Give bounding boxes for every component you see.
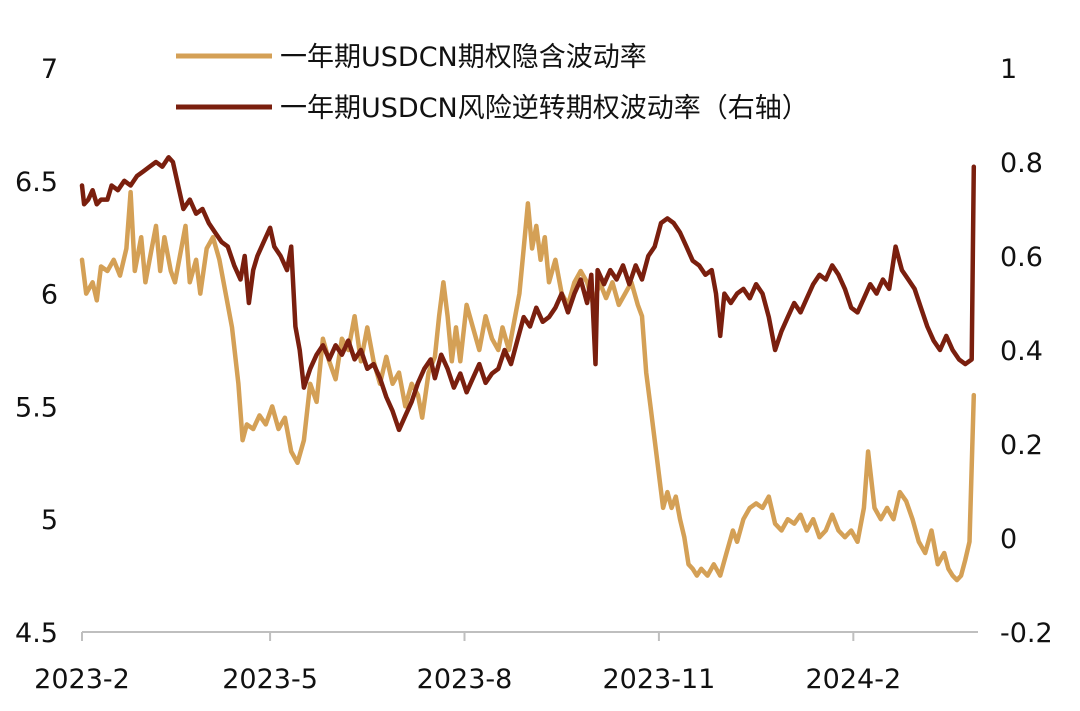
x-tick-label: 2023-11 [602,664,715,695]
x-tick-label: 2024-2 [806,664,902,695]
y-left-tick-label: 7 [41,54,58,85]
y-right-tick-label: 0 [1000,524,1017,555]
y-right-tick-label: 0.8 [1000,148,1043,179]
legend-label: 一年期USDCN期权隐含波动率 [280,42,647,73]
y-left-tick-label: 6 [41,280,58,311]
x-tick-label: 2023-2 [34,664,130,695]
y-left-tick-label: 5 [41,505,58,536]
y-left-tick-label: 4.5 [15,618,58,649]
series-line-2 [79,155,977,433]
series-group [79,155,977,583]
y-right-tick-label: 0.4 [1000,336,1043,367]
legend-label: 一年期USDCN风险逆转期权波动率（右轴） [280,93,809,124]
y-right-tick-label: 0.6 [1000,242,1043,273]
series-line-1 [79,189,977,583]
y-right-tick-label: 1 [1000,54,1017,85]
y-right-tick-label: 0.2 [1000,430,1043,461]
x-tick-label: 2023-5 [222,664,318,695]
axes: 4.5 5 5.5 6 6.5 7 -0.2 0 0.2 0.4 0.6 0.8 1 2023-2 2023… [15,54,1053,695]
y-left-tick-label: 6.5 [15,167,58,198]
y-left-tick-label: 5.5 [15,392,58,423]
y-right-tick-label: -0.2 [1000,618,1053,649]
x-tick-label: 2023-8 [417,664,513,695]
